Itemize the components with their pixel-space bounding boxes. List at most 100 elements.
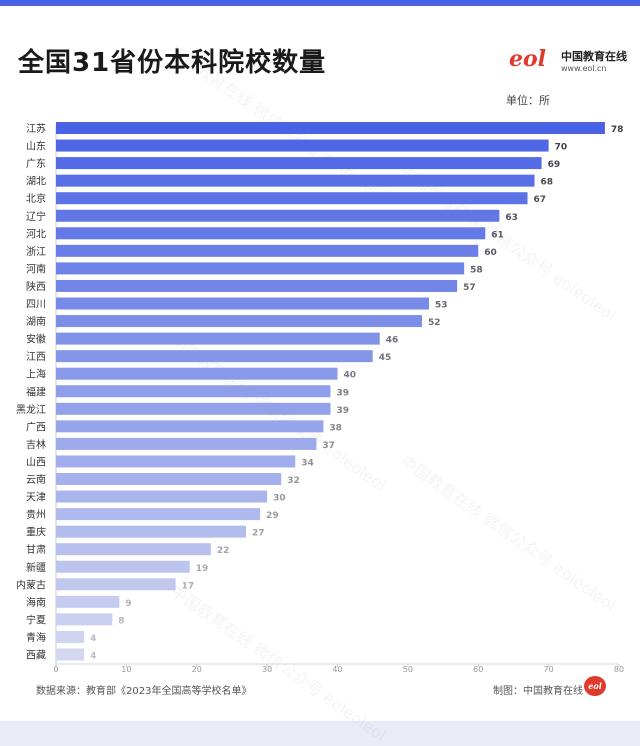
category-label: 云南 bbox=[26, 473, 46, 486]
category-label: 江苏 bbox=[26, 122, 46, 135]
source-note: 数据来源：教育部《2023年全国高等学校名单》 bbox=[36, 686, 252, 697]
category-label: 西藏 bbox=[26, 650, 46, 662]
bar bbox=[56, 613, 113, 626]
category-label: 北京 bbox=[26, 192, 46, 205]
unit-label: 单位：所 bbox=[506, 94, 550, 107]
bar bbox=[56, 122, 605, 134]
bar bbox=[56, 262, 465, 275]
value-label: 63 bbox=[505, 213, 518, 223]
bar bbox=[56, 315, 422, 328]
bar bbox=[56, 385, 331, 398]
x-tick-label: 20 bbox=[192, 665, 202, 674]
category-label: 山东 bbox=[26, 140, 46, 153]
bar bbox=[56, 420, 324, 433]
top-accent-bar bbox=[0, 0, 640, 6]
bar bbox=[56, 473, 282, 485]
x-tick-label: 0 bbox=[53, 665, 58, 674]
eol-logo-name: 中国教育在线 bbox=[561, 50, 627, 63]
bar bbox=[56, 525, 247, 538]
bar bbox=[56, 350, 373, 363]
category-label: 宁夏 bbox=[26, 613, 46, 626]
category-label: 吉林 bbox=[26, 438, 46, 451]
eol-badge-icon: eol bbox=[584, 676, 606, 696]
value-label: 39 bbox=[336, 406, 349, 416]
category-label: 天津 bbox=[26, 492, 46, 504]
category-label: 海南 bbox=[26, 596, 46, 609]
value-label: 19 bbox=[196, 564, 209, 574]
chart-card: 中国教育在线 微信公众号 eoleoleol 中国教育在线 微信公众号 eole… bbox=[0, 0, 640, 721]
bar bbox=[56, 402, 331, 415]
category-label: 贵州 bbox=[26, 508, 46, 521]
x-tick-label: 10 bbox=[121, 665, 131, 674]
bar bbox=[56, 648, 85, 661]
value-label: 69 bbox=[548, 160, 561, 170]
bar bbox=[56, 578, 176, 591]
category-label: 甘肃 bbox=[26, 543, 46, 556]
category-label: 青海 bbox=[26, 631, 46, 644]
value-label: 67 bbox=[534, 195, 547, 205]
chart-title: 全国31省份本科院校数量 bbox=[18, 48, 327, 78]
category-label: 新疆 bbox=[26, 561, 46, 574]
bar bbox=[56, 630, 85, 643]
value-label: 68 bbox=[541, 178, 554, 188]
value-label: 8 bbox=[118, 616, 124, 626]
category-label: 四川 bbox=[26, 300, 46, 311]
bar bbox=[56, 244, 479, 257]
bar bbox=[56, 543, 211, 556]
value-label: 37 bbox=[322, 441, 335, 451]
eol-logo-mark: eol bbox=[509, 46, 547, 72]
value-label: 27 bbox=[252, 529, 265, 539]
value-label: 57 bbox=[463, 283, 476, 293]
category-label: 辽宁 bbox=[26, 210, 46, 223]
category-label: 浙江 bbox=[26, 246, 46, 258]
eol-logo: eol 中国教育在线 www.eol.cn bbox=[509, 44, 629, 78]
category-label: 安徽 bbox=[26, 333, 46, 346]
category-label: 河北 bbox=[26, 228, 46, 240]
value-label: 38 bbox=[329, 423, 342, 433]
category-label: 湖南 bbox=[26, 315, 46, 328]
bar bbox=[56, 560, 190, 573]
bar bbox=[56, 508, 261, 521]
value-label: 4 bbox=[90, 652, 96, 662]
x-tick-label: 40 bbox=[332, 665, 342, 674]
category-label: 山西 bbox=[26, 456, 46, 468]
bar bbox=[56, 332, 380, 345]
bar bbox=[56, 157, 542, 170]
category-label: 广东 bbox=[26, 157, 46, 170]
bar bbox=[56, 227, 486, 240]
x-tick-label: 50 bbox=[403, 665, 413, 674]
x-tick-label: 80 bbox=[614, 665, 624, 674]
bar-chart: 江苏 78 山东 70 广东 69 湖北 68 北京 67 辽宁 63 河北 61 浙江 60 河南 58 陕西 57… bbox=[16, 122, 624, 674]
category-label: 重庆 bbox=[26, 526, 46, 539]
value-label: 52 bbox=[428, 318, 441, 328]
bar bbox=[56, 174, 535, 187]
value-label: 34 bbox=[301, 458, 314, 468]
category-label: 河南 bbox=[26, 262, 46, 275]
value-label: 53 bbox=[435, 301, 448, 311]
x-tick-label: 60 bbox=[473, 665, 483, 674]
bar bbox=[56, 490, 268, 503]
value-label: 60 bbox=[484, 248, 497, 258]
category-label: 上海 bbox=[26, 368, 46, 381]
bar bbox=[56, 192, 528, 205]
bar bbox=[56, 595, 120, 608]
value-label: 58 bbox=[470, 265, 483, 275]
category-label: 湖北 bbox=[26, 176, 46, 188]
value-label: 40 bbox=[344, 371, 357, 381]
value-label: 39 bbox=[336, 388, 349, 398]
credit-note: 制图：中国教育在线 bbox=[493, 686, 583, 697]
value-label: 22 bbox=[217, 546, 230, 556]
bar bbox=[56, 437, 317, 450]
category-label: 内蒙古 bbox=[16, 578, 46, 591]
value-label: 9 bbox=[125, 599, 131, 609]
value-label: 70 bbox=[555, 143, 568, 153]
category-label: 福建 bbox=[26, 385, 46, 398]
bar bbox=[56, 367, 338, 380]
value-label: 45 bbox=[379, 353, 392, 363]
x-tick-label: 70 bbox=[544, 665, 554, 674]
x-tick-label: 30 bbox=[262, 665, 272, 674]
bar bbox=[56, 209, 500, 222]
bar bbox=[56, 297, 429, 310]
bar bbox=[56, 455, 296, 468]
bar bbox=[56, 279, 458, 292]
